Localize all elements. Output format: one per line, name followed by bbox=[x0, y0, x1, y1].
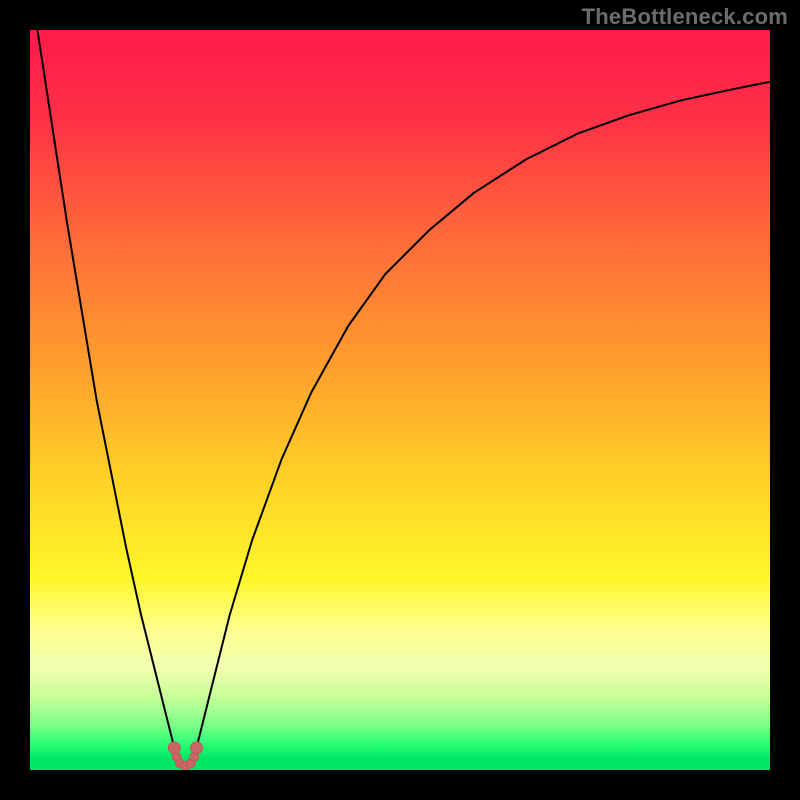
chart-plot-area bbox=[30, 30, 770, 770]
marker-point bbox=[168, 742, 180, 754]
marker-point bbox=[191, 742, 203, 754]
chart-svg bbox=[0, 0, 800, 800]
watermark-text: TheBottleneck.com bbox=[582, 4, 788, 30]
